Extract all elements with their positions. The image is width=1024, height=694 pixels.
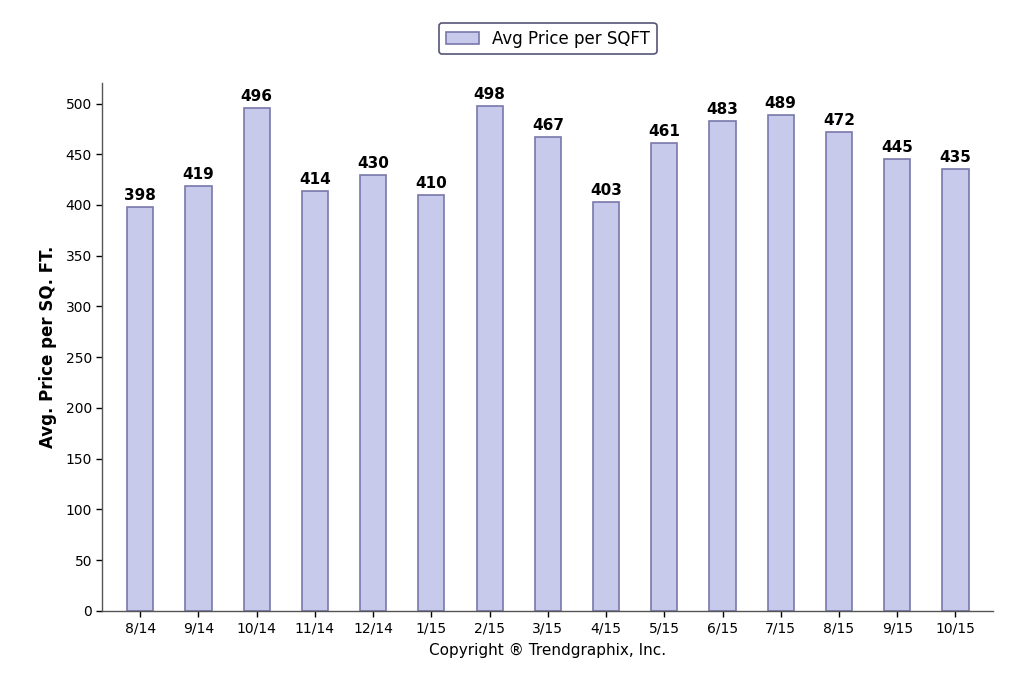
Bar: [710, 121, 735, 611]
Bar: [535, 137, 561, 611]
Text: 461: 461: [648, 124, 680, 139]
Text: 498: 498: [474, 87, 506, 101]
Bar: [884, 160, 910, 611]
Bar: [244, 108, 269, 611]
Text: 496: 496: [241, 89, 272, 103]
Bar: [476, 105, 503, 611]
Text: 410: 410: [416, 176, 447, 191]
Text: 419: 419: [182, 167, 214, 182]
Text: 398: 398: [124, 188, 157, 203]
Bar: [302, 191, 328, 611]
Text: 445: 445: [882, 140, 913, 155]
Text: 467: 467: [531, 118, 564, 133]
Text: 403: 403: [590, 183, 622, 198]
Text: 489: 489: [765, 96, 797, 110]
Text: 414: 414: [299, 171, 331, 187]
Bar: [826, 132, 852, 611]
Text: 472: 472: [823, 113, 855, 128]
Bar: [360, 175, 386, 611]
Bar: [942, 169, 969, 611]
Bar: [418, 195, 444, 611]
Bar: [185, 186, 212, 611]
Text: 483: 483: [707, 102, 738, 117]
Bar: [651, 143, 678, 611]
Bar: [593, 202, 620, 611]
Legend: Avg Price per SQFT: Avg Price per SQFT: [439, 23, 656, 54]
Text: 430: 430: [357, 155, 389, 171]
Text: 435: 435: [939, 151, 972, 165]
Bar: [127, 207, 154, 611]
Bar: [768, 115, 794, 611]
X-axis label: Copyright ® Trendgraphix, Inc.: Copyright ® Trendgraphix, Inc.: [429, 643, 667, 659]
Y-axis label: Avg. Price per SQ. FT.: Avg. Price per SQ. FT.: [39, 246, 57, 448]
